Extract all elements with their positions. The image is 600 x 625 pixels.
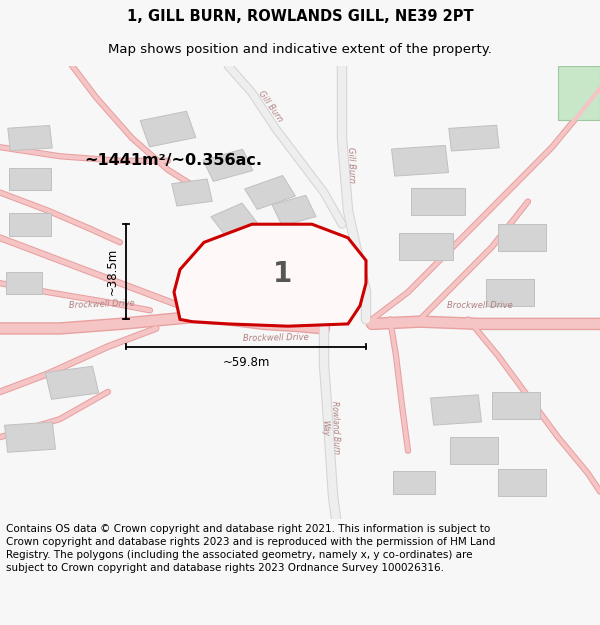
Polygon shape: [203, 149, 253, 181]
Text: Brockwell Drive: Brockwell Drive: [447, 301, 513, 310]
Polygon shape: [450, 438, 498, 464]
Polygon shape: [245, 176, 295, 209]
Text: Gill Burn: Gill Burn: [256, 89, 284, 124]
Text: Rowland Burn
Way: Rowland Burn Way: [319, 401, 341, 455]
Text: ~59.8m: ~59.8m: [223, 356, 269, 369]
Polygon shape: [9, 213, 51, 236]
Polygon shape: [172, 179, 212, 206]
Polygon shape: [392, 146, 448, 176]
Text: Map shows position and indicative extent of the property.: Map shows position and indicative extent…: [108, 42, 492, 56]
Polygon shape: [211, 203, 257, 236]
Polygon shape: [431, 395, 481, 425]
Polygon shape: [411, 188, 465, 215]
Polygon shape: [498, 469, 546, 496]
Text: 1: 1: [272, 260, 292, 288]
Polygon shape: [6, 272, 42, 294]
Text: Gill Burn: Gill Burn: [346, 147, 356, 184]
Text: ~1441m²/~0.356ac.: ~1441m²/~0.356ac.: [84, 153, 262, 168]
Text: 1, GILL BURN, ROWLANDS GILL, NE39 2PT: 1, GILL BURN, ROWLANDS GILL, NE39 2PT: [127, 9, 473, 24]
Text: Brockwell Drive: Brockwell Drive: [243, 333, 309, 343]
Polygon shape: [272, 196, 316, 226]
Text: ~38.5m: ~38.5m: [106, 248, 119, 296]
Polygon shape: [558, 66, 600, 120]
Polygon shape: [45, 366, 99, 399]
Polygon shape: [399, 233, 453, 261]
Polygon shape: [9, 168, 51, 190]
Polygon shape: [393, 471, 435, 494]
Polygon shape: [449, 125, 499, 151]
Text: Contains OS data © Crown copyright and database right 2021. This information is : Contains OS data © Crown copyright and d…: [6, 524, 496, 574]
Polygon shape: [174, 224, 366, 326]
Polygon shape: [8, 126, 52, 151]
Polygon shape: [498, 224, 546, 251]
Polygon shape: [251, 256, 289, 282]
Polygon shape: [5, 422, 55, 452]
Polygon shape: [492, 392, 540, 419]
Polygon shape: [140, 111, 196, 147]
Text: Brockwell Drive: Brockwell Drive: [69, 299, 135, 310]
Polygon shape: [486, 279, 534, 306]
